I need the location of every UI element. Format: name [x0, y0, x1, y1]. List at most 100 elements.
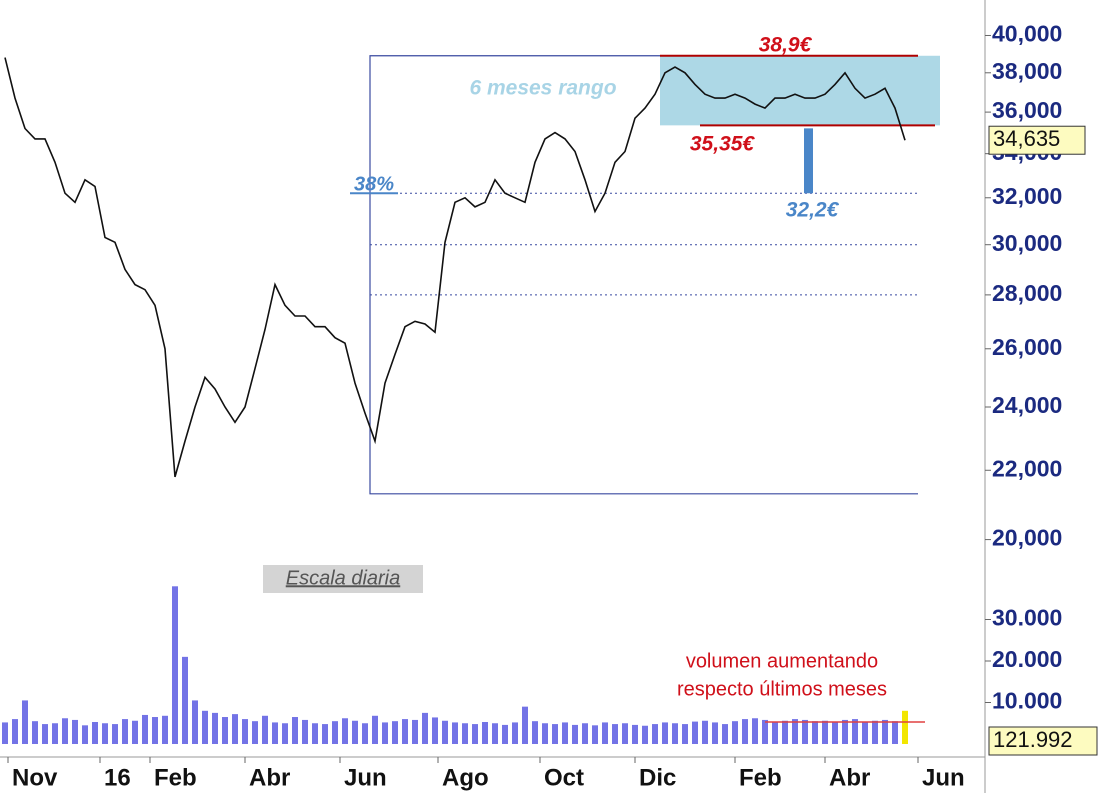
- x-tick-label: Dic: [639, 764, 676, 791]
- volume-bar: [132, 720, 138, 744]
- volume-bar: [382, 722, 388, 744]
- x-tick-label: Jun: [922, 764, 965, 791]
- volume-bar: [892, 721, 898, 744]
- volume-bar: [672, 723, 678, 744]
- y-tick-label: 28,000: [992, 280, 1062, 306]
- volume-bar: [832, 721, 838, 744]
- volume-note: respecto últimos meses: [677, 678, 887, 700]
- volume-bar: [112, 724, 118, 744]
- volume-bar: [32, 721, 38, 744]
- volume-bar: [532, 721, 538, 744]
- volume-bar: [42, 724, 48, 744]
- x-tick-label: Feb: [739, 764, 782, 791]
- volume-bar: [722, 724, 728, 744]
- x-tick-label: Feb: [154, 764, 197, 791]
- volume-bar: [512, 722, 518, 744]
- volume-bar: [882, 719, 888, 744]
- volume-bar: [542, 723, 548, 744]
- volume-bar: [152, 717, 158, 744]
- target-bar: [804, 128, 813, 194]
- range-label: 6 meses rango: [469, 77, 616, 100]
- volume-bar: [822, 720, 828, 744]
- volume-bar: [282, 723, 288, 744]
- volume-bar: [492, 723, 498, 744]
- volume-bar: [232, 714, 238, 744]
- target-label: 32,2€: [786, 199, 840, 222]
- volume-bar: [272, 722, 278, 744]
- volume-bar: [582, 723, 588, 744]
- price-label: 34,635: [993, 126, 1060, 151]
- y-tick-label: 20.000: [992, 646, 1062, 672]
- low-label: 35,35€: [690, 133, 756, 156]
- y-tick-label: 38,000: [992, 58, 1062, 84]
- volume-bar: [62, 718, 68, 744]
- x-tick-label: Ago: [442, 764, 489, 791]
- volume-bar: [332, 721, 338, 744]
- volume-bar: [172, 586, 178, 744]
- volume-note: volumen aumentando: [686, 650, 878, 672]
- volume-bar: [782, 720, 788, 744]
- volume-bar: [242, 719, 248, 744]
- price-label-bg: [988, 125, 1086, 155]
- volume-bar: [642, 725, 648, 744]
- y-tick-label: 10.000: [992, 688, 1062, 714]
- volume-bar: [602, 722, 608, 744]
- volume-bar: [862, 722, 868, 744]
- volume-bar: [762, 719, 768, 744]
- price-line: [4, 57, 906, 478]
- volume-bar: [402, 719, 408, 744]
- high-label: 38,9€: [759, 34, 813, 57]
- volume-bar: [372, 715, 378, 744]
- volume-bar: [92, 722, 98, 744]
- volume-bar: [772, 721, 778, 744]
- volume-bar: [842, 719, 848, 744]
- y-tick-label: 30.000: [992, 605, 1062, 631]
- volume-bar: [162, 715, 168, 744]
- volume-bar: [802, 719, 808, 744]
- volume-bar: [52, 723, 58, 744]
- y-tick-label: 22,000: [992, 455, 1062, 481]
- volume-bar: [72, 719, 78, 744]
- volume-bar: [662, 722, 668, 744]
- volume-bar: [562, 722, 568, 744]
- volume-bar: [192, 700, 198, 744]
- volume-bar: [732, 721, 738, 744]
- y-tick-label: 30,000: [992, 230, 1062, 256]
- volume-bar: [12, 719, 18, 744]
- volume-bar: [102, 723, 108, 744]
- volume-bar: [902, 710, 908, 744]
- volume-bar: [482, 722, 488, 744]
- x-tick-label: Abr: [249, 764, 290, 791]
- volume-bar: [692, 721, 698, 744]
- volume-bar: [502, 724, 508, 744]
- volume-bar: [322, 724, 328, 744]
- volume-bar: [702, 720, 708, 744]
- label-bg: [263, 565, 423, 593]
- volume-bar: [442, 720, 448, 744]
- volume-bar: [712, 722, 718, 744]
- volume-label: 121.992: [993, 727, 1073, 752]
- x-tick-label: Oct: [544, 764, 584, 791]
- volume-bar: [142, 714, 148, 744]
- volume-bar: [742, 719, 748, 744]
- volume-bar: [352, 720, 358, 744]
- fib-label: 38%: [354, 173, 394, 195]
- volume-bar: [312, 723, 318, 744]
- volume-label-bg: [988, 726, 1098, 756]
- y-tick-label: 20,000: [992, 525, 1062, 551]
- range-frame: [369, 55, 918, 495]
- volume-bar: [82, 725, 88, 744]
- range-box: [660, 55, 940, 126]
- volume-bar: [182, 656, 188, 744]
- y-tick-label: 36,000: [992, 97, 1062, 123]
- volume-bar: [792, 719, 798, 744]
- y-tick-label: 26,000: [992, 334, 1062, 360]
- volume-bar: [2, 722, 8, 744]
- volume-bar: [592, 725, 598, 744]
- volume-bar: [522, 706, 528, 744]
- scale-note: Escala diaria: [286, 567, 401, 589]
- volume-bar: [292, 717, 298, 744]
- volume-bar: [552, 724, 558, 744]
- y-tick-label: 32,000: [992, 183, 1062, 209]
- volume-bar: [422, 712, 428, 744]
